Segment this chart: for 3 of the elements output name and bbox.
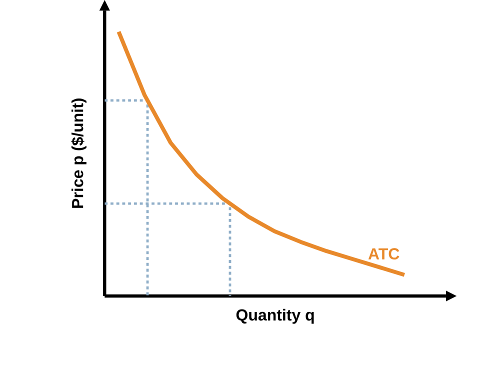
- y-axis-title: Price p ($/unit): [71, 98, 86, 208]
- series-label: ATC: [368, 248, 400, 260]
- x-axis-title: Quantity q: [236, 308, 314, 324]
